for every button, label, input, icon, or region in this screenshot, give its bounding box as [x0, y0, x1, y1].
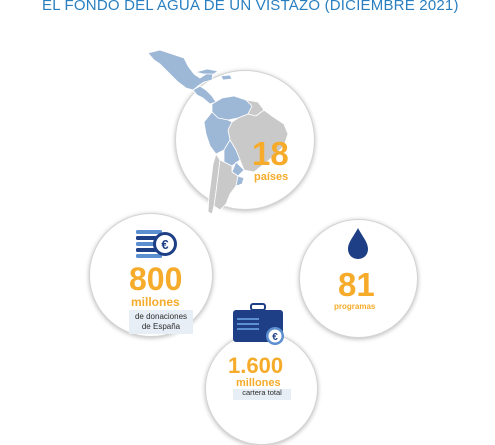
programs-number: 81	[338, 266, 375, 303]
donations-note-line1: de donaciones	[134, 312, 188, 321]
page-title: EL FONDO DEL AGUA DE UN VISTAZO (DICIEMB…	[42, 0, 459, 14]
programs-label: programas	[334, 302, 376, 311]
donations-unit: millones	[131, 295, 180, 309]
svg-text:€: €	[272, 332, 278, 343]
portfolio-note: cartera total	[242, 388, 282, 397]
map-cuba	[195, 68, 219, 75]
countries-number: 18	[252, 135, 289, 172]
portfolio-unit: millones	[236, 377, 281, 389]
countries-label: países	[254, 171, 289, 183]
portfolio-note-box	[233, 389, 291, 400]
euro-coins-stack-icon: €	[136, 230, 177, 258]
svg-text:€: €	[161, 237, 168, 252]
donations-note-line2: de España	[141, 322, 181, 331]
countries-stat-circle	[175, 70, 315, 210]
briefcase-euro-icon: €	[233, 303, 284, 345]
water-drop-icon	[348, 228, 368, 259]
donations-number: 800	[129, 261, 183, 297]
portfolio-number: 1.600	[228, 353, 284, 378]
donations-note-box	[129, 310, 193, 334]
